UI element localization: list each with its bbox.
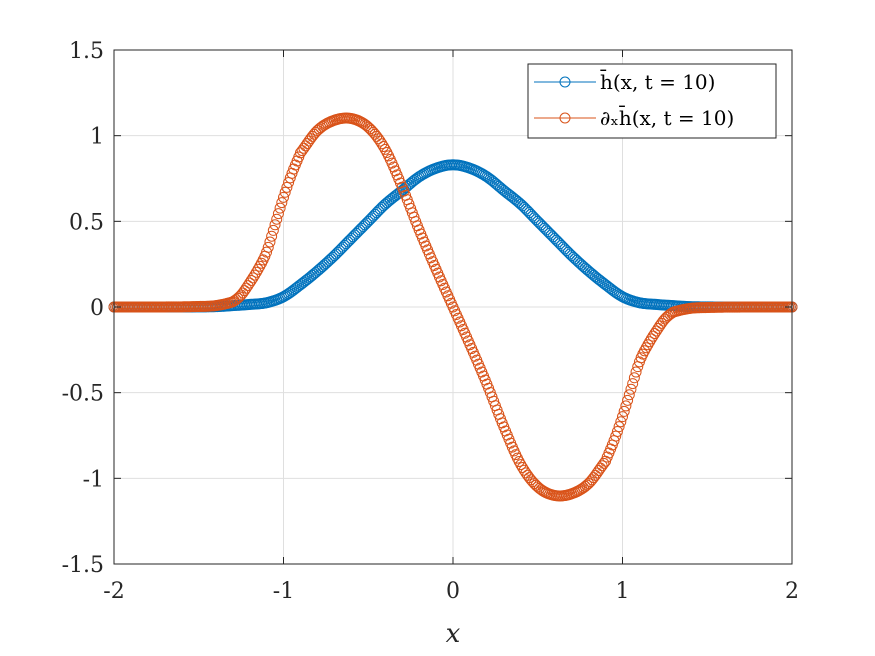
legend-marker-dh — [559, 112, 571, 124]
series-1-point — [378, 140, 389, 152]
series-1-point — [279, 186, 291, 198]
y-tick-label: 1 — [90, 125, 104, 150]
series-1-point — [271, 213, 283, 225]
series-1-point — [618, 405, 630, 417]
series-1 — [108, 112, 798, 502]
series-1-point — [515, 459, 527, 471]
series-1-point — [262, 241, 274, 253]
series-1-point — [249, 269, 261, 281]
series-1-point — [620, 400, 632, 412]
series-1-point — [281, 181, 293, 193]
series-1-point — [261, 246, 273, 258]
tick-labels: -2 -1 0 1 2 1.5 1 0.5 0 -0.5 -1 -1.5 — [62, 39, 799, 604]
series-1-point — [645, 333, 657, 345]
series-1-point — [598, 457, 610, 469]
x-axis-label: x — [446, 619, 461, 649]
series-1-point — [627, 378, 639, 390]
x-tick-label: -1 — [273, 579, 294, 604]
y-tick-label: -1 — [83, 467, 104, 492]
series-1-point — [267, 224, 279, 236]
y-tick-label: 0 — [90, 296, 104, 321]
series-1-point — [274, 202, 286, 214]
series-1-point — [517, 462, 528, 474]
x-tick-label: 0 — [446, 579, 460, 604]
series-1-point — [625, 383, 637, 395]
series-1-point — [272, 208, 284, 220]
series-1-point — [278, 191, 289, 203]
series-1-point — [374, 135, 386, 147]
series-1-point — [642, 339, 654, 351]
legend-label-dh: ∂ₓh̄(x, t = 10) — [600, 105, 734, 130]
series-1-point — [610, 430, 622, 442]
series-1-point — [630, 366, 642, 378]
x-tick-label: -2 — [103, 579, 124, 604]
y-tick-label: 1.5 — [69, 39, 104, 64]
y-tick-label: -1.5 — [62, 553, 104, 578]
series-1-point — [245, 274, 257, 286]
series-1-point — [266, 230, 278, 242]
x-tick-label: 2 — [785, 579, 799, 604]
series-1-point — [264, 236, 276, 248]
legend-label-h: h̄(x, t = 10) — [600, 69, 715, 94]
legend-box — [527, 63, 777, 139]
ticks — [113, 49, 793, 565]
x-tick-label: 1 — [616, 579, 630, 604]
y-tick-label: -0.5 — [62, 382, 104, 407]
series-1-point — [276, 197, 288, 209]
series-1-point — [247, 272, 259, 284]
series-1-point — [615, 416, 627, 428]
series-layer — [108, 112, 798, 502]
series-1-point — [628, 372, 640, 384]
series-1-point — [623, 389, 635, 401]
series-1-point — [617, 411, 628, 423]
y-tick-label: 0.5 — [69, 210, 104, 235]
series-1-point — [250, 266, 262, 278]
series-1-point — [644, 336, 656, 348]
series-1-point — [611, 425, 623, 437]
series-1-point — [613, 421, 625, 433]
series-1-point — [269, 219, 281, 231]
series-1-point — [376, 138, 388, 150]
legend-marker-h — [559, 76, 571, 88]
legend: h̄(x, t = 10) ∂ₓh̄(x, t = 10) — [527, 63, 777, 139]
series-1-point — [622, 394, 634, 406]
